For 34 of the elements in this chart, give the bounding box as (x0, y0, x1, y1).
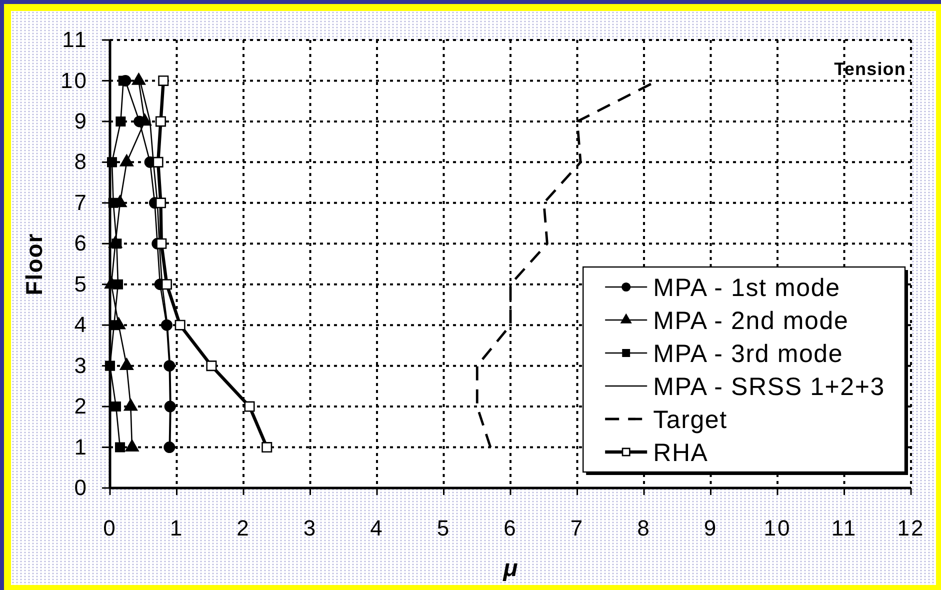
legend-label: Target (653, 406, 728, 434)
x-tick-label: 12 (897, 516, 925, 541)
legend-label: MPA - SRSS 1+2+3 (653, 373, 885, 401)
y-tick-label: 6 (74, 230, 88, 256)
y-tick-label: 7 (74, 190, 88, 215)
y-tick-label: 11 (62, 27, 88, 52)
x-tick-label: 0 (103, 516, 117, 541)
x-tick-label: 8 (637, 516, 651, 541)
legend-label: RHA (653, 439, 708, 467)
legend-label: MPA - 2nd mode (653, 307, 849, 335)
y-tick-label: 3 (74, 352, 88, 378)
x-tick-label: 6 (504, 516, 518, 541)
x-tick-label: 1 (170, 516, 184, 541)
y-tick-label: 0 (74, 475, 88, 500)
x-tick-label: 2 (236, 516, 250, 541)
legend-label: MPA - 1st mode (653, 274, 840, 302)
annotation: Tension (834, 59, 906, 79)
y-tick-label: 1 (74, 434, 88, 460)
x-tick-label: 7 (570, 516, 584, 541)
x-tick-label: 9 (704, 516, 718, 541)
y-axis-title: Floor (21, 232, 47, 296)
y-tick-label: 5 (74, 271, 88, 296)
y-tick-label: 8 (74, 149, 88, 174)
x-tick-label: 5 (436, 516, 451, 541)
x-tick-label: 4 (370, 516, 384, 541)
y-tick-label: 4 (74, 312, 88, 338)
y-tick-label: 10 (60, 68, 88, 93)
x-tick-label: 10 (764, 516, 792, 541)
x-tick-label: 3 (303, 516, 318, 541)
x-tick-label: 11 (831, 516, 858, 541)
y-tick-label: 9 (74, 108, 88, 134)
y-tick-label: 2 (74, 394, 88, 419)
x-axis-title: μ (502, 555, 518, 582)
legend-label: MPA - 3rd mode (653, 340, 844, 368)
